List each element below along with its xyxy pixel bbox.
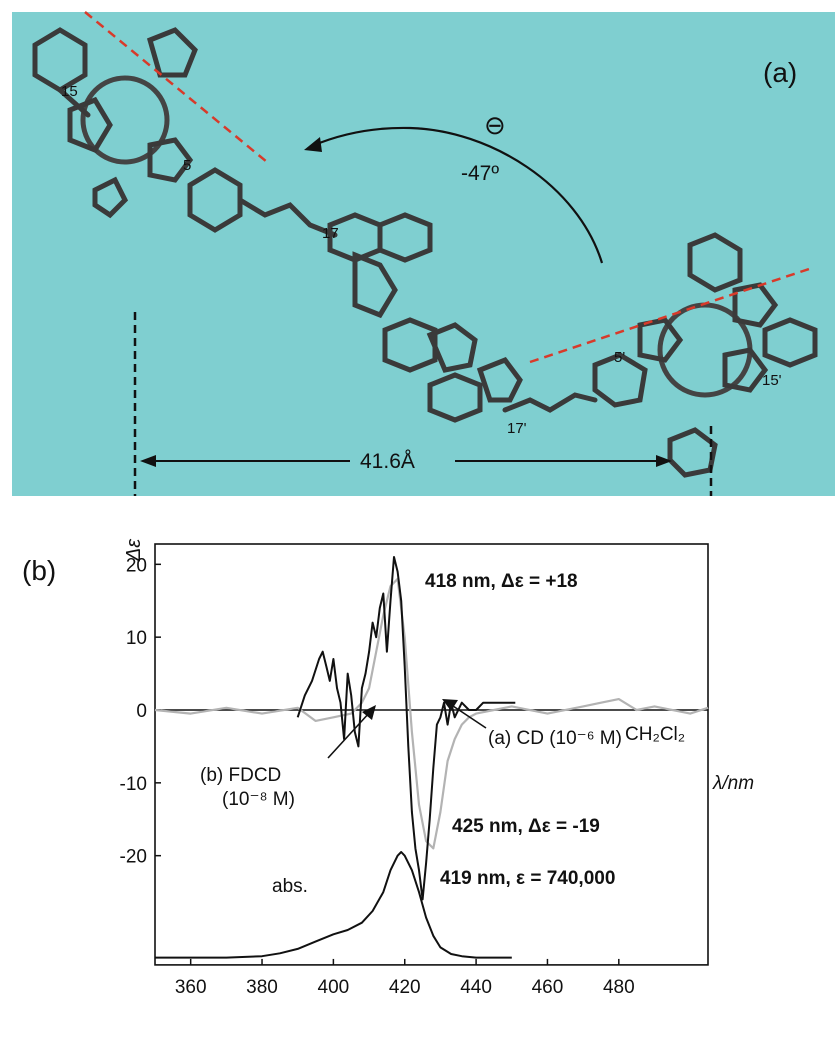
rotation-angle: -47º (461, 162, 499, 185)
annotation-peak-top: 418 nm, Δε = +18 (425, 571, 578, 592)
atom-label-15-prime: 15' (762, 372, 782, 389)
rotation-sign: ⊖ (484, 110, 506, 140)
series-line-cd (154, 577, 709, 850)
series-line-abs (155, 851, 512, 959)
plot-frame (154, 543, 709, 966)
x-tick-label: 480 (603, 977, 635, 998)
solvent-label: CH₂Cl₂ (625, 724, 685, 745)
atom-label-17-prime: 17' (507, 420, 527, 437)
y-tick-label: -10 (120, 774, 147, 795)
annotation-fdcd-line1: (b) FDCD (200, 765, 281, 786)
series-layer (154, 556, 709, 959)
panel-a: (a) ⊖ -47º 41.6Å 15 5 17 5' 15' 17' (12, 11, 835, 496)
atom-label-17: 17 (322, 225, 339, 242)
y-tick-label: 10 (126, 628, 147, 649)
cd-pointer-line (449, 703, 487, 729)
annotation-fdcd-line2: (10⁻⁸ M) (222, 789, 295, 810)
atom-label-5: 5 (183, 157, 191, 174)
annotation-abs: abs. (272, 876, 308, 897)
x-tick-label: 420 (389, 977, 421, 998)
distance-label: 41.6Å (360, 450, 415, 473)
molecule-structure (32, 27, 818, 478)
left-plane-dashed-line (84, 11, 268, 163)
x-tick-label: 380 (246, 977, 278, 998)
x-tick-label: 440 (460, 977, 492, 998)
y-axis-ticks: 20 10 0 -10 -20 (120, 555, 161, 868)
cd-pointer-head (442, 699, 458, 711)
panel-b-label: (b) (22, 555, 56, 586)
rotation-arc (311, 126, 604, 264)
y-tick-label: -20 (120, 847, 147, 868)
rotation-arrowhead (304, 137, 322, 152)
atom-label-5-prime: 5' (614, 349, 625, 366)
panel-b: (b) Δε 20 10 0 -10 -20 360 380 400 420 440 460 480… (22, 538, 754, 998)
x-tick-label: 400 (318, 977, 350, 998)
x-tick-label: 360 (175, 977, 207, 998)
fdcd-pointer-line (327, 711, 371, 759)
y-tick-label: 20 (126, 555, 147, 576)
annotation-abs-peak: 419 nm, ε = 740,000 (440, 868, 615, 889)
x-axis-label: λ/nm (712, 773, 754, 794)
series-line-fdcd (296, 556, 516, 901)
atom-label-15: 15 (61, 83, 78, 100)
y-axis-label: Δε (123, 538, 145, 562)
annotation-cd: (a) CD (10⁻⁶ M) (488, 728, 622, 749)
x-axis-ticks: 360 380 400 420 440 460 480 (175, 958, 635, 998)
x-tick-label: 460 (532, 977, 564, 998)
right-plane-dashed-line (529, 266, 813, 364)
fdcd-pointer-head (362, 705, 376, 720)
panel-a-label: (a) (763, 57, 797, 88)
distance-arrowhead-left (140, 455, 156, 467)
y-tick-label: 0 (136, 701, 147, 722)
annotation-peak-bottom: 425 nm, Δε = -19 (452, 816, 600, 837)
distance-arrowhead-right (656, 455, 672, 467)
